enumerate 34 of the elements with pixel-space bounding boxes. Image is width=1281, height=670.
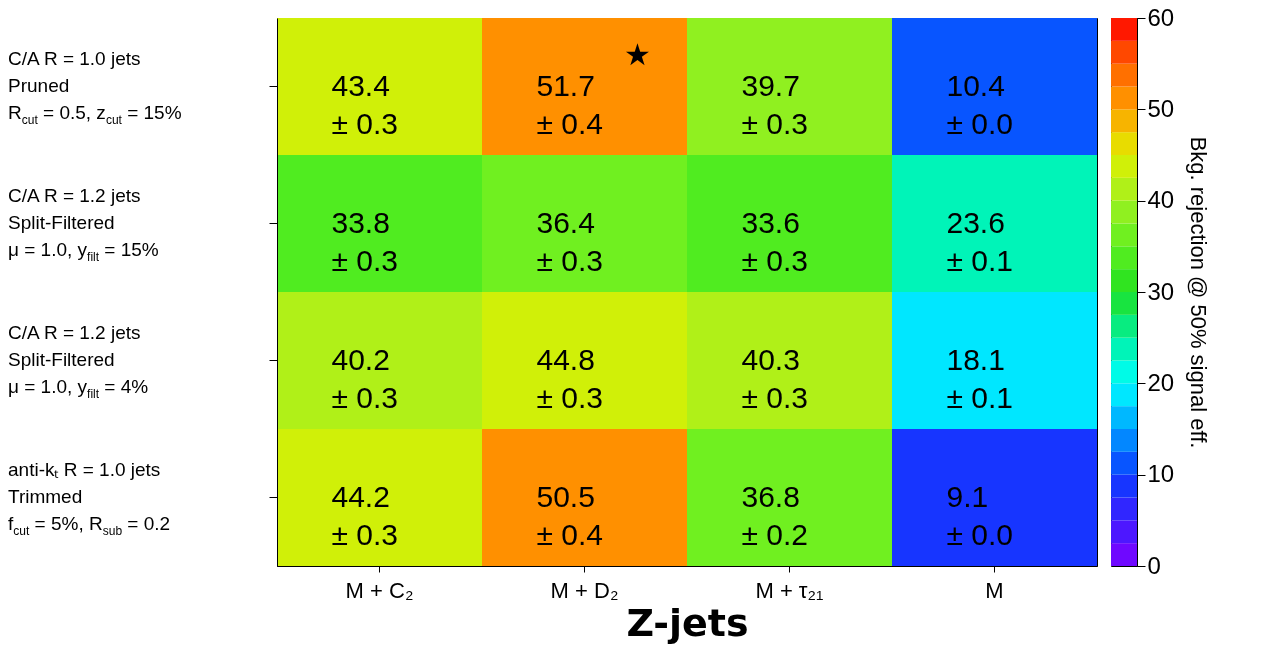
data-label: 50.5 ± 0.4 xyxy=(536,479,604,551)
y-tick-label: C/A R = 1.2 jets Split-Filtered μ = 1.0, y$_{filt}$ = 4% xyxy=(8,321,149,403)
data-label: 10.4 ± 0.0 xyxy=(946,68,1014,140)
data-label: 33.8 ± 0.3 xyxy=(331,205,399,277)
x-tick-label: M + D₂ xyxy=(550,577,619,603)
y-tick-label: anti-kₜ R = 1.0 jets Trimmed f$_{cut}$ = 5%, R$_{sub}$ = 0.2 xyxy=(8,458,171,540)
data-label: 51.7 ± 0.4 xyxy=(536,68,604,140)
data-label: 44.2 ± 0.3 xyxy=(331,479,399,551)
x-tick-label: M + C₂ xyxy=(345,577,414,603)
data-label: 43.4 ± 0.3 xyxy=(331,68,399,140)
x-tick-label: M xyxy=(985,577,1004,603)
data-label: 18.1 ± 0.1 xyxy=(946,342,1014,414)
data-label: 33.6 ± 0.3 xyxy=(741,205,809,277)
color-bar-label: 10 xyxy=(1147,460,1175,488)
x-axis-title: Z-jets xyxy=(626,600,749,645)
data-label: 44.8 ± 0.3 xyxy=(536,342,604,414)
color-bar-label: 50 xyxy=(1147,94,1175,122)
color-bar-label: 0 xyxy=(1147,551,1161,579)
data-label: 39.7 ± 0.3 xyxy=(741,68,809,140)
data-label: 9.1 ± 0.0 xyxy=(946,479,1014,551)
color-bar-label: 20 xyxy=(1147,368,1175,396)
y-tick-label: C/A R = 1.0 jets Pruned R$_{cut}$ = 0.5, z$_{cut}$ = 15% xyxy=(8,47,182,129)
color-bar-label: 40 xyxy=(1147,186,1175,214)
color-bar-label: 60 xyxy=(1147,3,1175,31)
color-bar-label: 30 xyxy=(1147,277,1175,305)
color-bar-title: Bkg. rejection @ 50% signal eff. xyxy=(1186,136,1212,449)
data-label: 40.2 ± 0.3 xyxy=(331,342,399,414)
data-label: 40.3 ± 0.3 xyxy=(741,342,809,414)
data-label: 23.6 ± 0.1 xyxy=(946,205,1014,277)
y-tick-label: C/A R = 1.2 jets Split-Filtered μ = 1.0, y$_{filt}$ = 15% xyxy=(8,184,159,266)
x-tick-label: M + τ₂₁ xyxy=(755,577,824,603)
annotation: ★ xyxy=(624,38,652,71)
data-label: 36.4 ± 0.3 xyxy=(536,205,604,277)
data-label: 36.8 ± 0.2 xyxy=(741,479,809,551)
